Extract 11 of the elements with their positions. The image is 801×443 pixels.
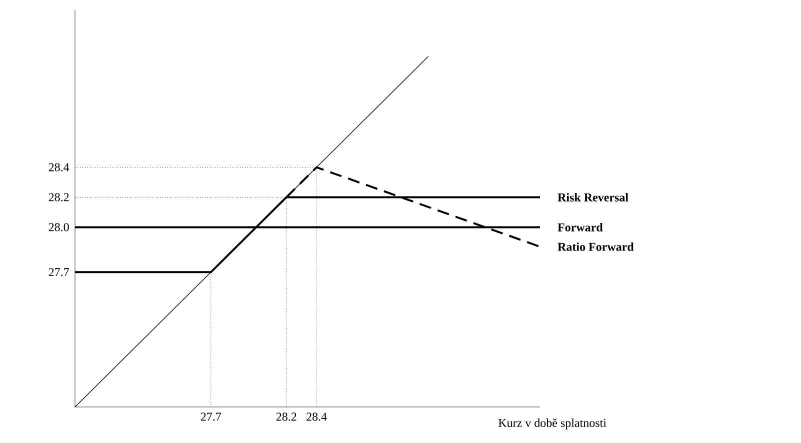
series-label: Risk Reversal xyxy=(558,193,628,202)
series-label: Ratio Forward xyxy=(558,242,634,251)
y-tick-label: 28.4 xyxy=(48,163,70,172)
x-tick-label: 28.2 xyxy=(276,412,296,421)
y-tick-label: 27.7 xyxy=(48,268,69,276)
x-axis-title: Kurz v době splatnosti xyxy=(498,418,606,430)
series-label: Forward xyxy=(558,222,603,232)
x-tick-label: 28.4 xyxy=(306,412,327,421)
y-tick-label: 28.2 xyxy=(48,193,69,202)
y-tick-label: 28.0 xyxy=(48,223,69,232)
x-tick-label: 27.7 xyxy=(200,412,222,421)
